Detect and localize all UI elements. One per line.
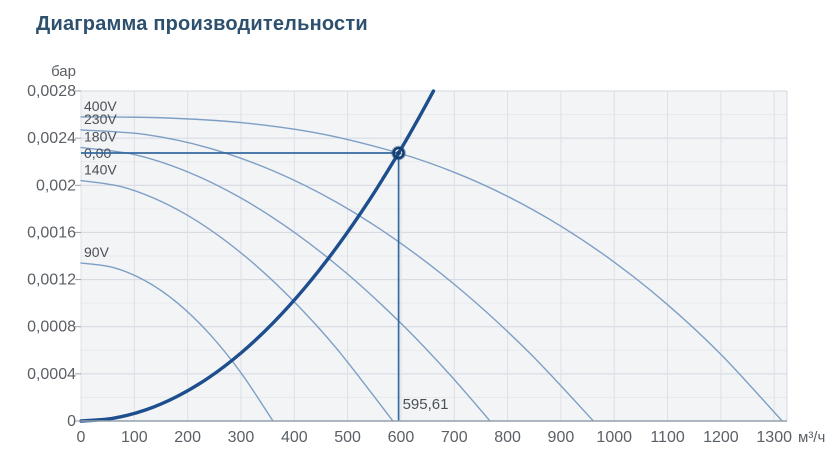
y-tick-label: 0,0024 — [27, 130, 76, 147]
y-tick-label: 0,002 — [36, 177, 76, 194]
x-tick-label: 800 — [494, 429, 521, 446]
operating-point-halo — [391, 145, 406, 161]
x-tick-label: 200 — [174, 429, 201, 446]
fan-curve-label-180V: 180V — [84, 129, 117, 145]
operating-point-flow-label: 595,61 — [403, 396, 449, 413]
fan-curve-label-400V: 400V — [84, 98, 117, 114]
y-axis-unit-label: бар — [51, 63, 76, 80]
x-tick-label: 900 — [548, 429, 575, 446]
x-tick-label: 1000 — [596, 429, 632, 446]
fan-curve-label-90V: 90V — [84, 244, 110, 260]
x-tick-label: 600 — [388, 429, 415, 446]
y-tick-label: 0,0012 — [27, 272, 76, 289]
x-tick-label: 1300 — [756, 429, 792, 446]
y-tick-label: 0,0016 — [27, 224, 76, 241]
page-title: Диаграмма производительности — [36, 13, 368, 35]
x-axis-unit-label: м³/ч — [798, 429, 825, 446]
fan-curve-label-140V: 140V — [84, 162, 117, 178]
x-tick-label: 500 — [334, 429, 361, 446]
y-tick-label: 0 — [67, 413, 76, 430]
x-tick-label: 1200 — [703, 429, 739, 446]
fan-curve-230V — [80, 129, 595, 422]
x-tick-label: 0 — [77, 429, 86, 446]
fan-curve-400V — [80, 116, 783, 422]
x-tick-label: 700 — [441, 429, 468, 446]
x-tick-label: 400 — [281, 429, 308, 446]
fan-curve-140V — [80, 179, 394, 422]
operating-point-marker — [392, 146, 405, 160]
fan-curve-180V — [80, 146, 491, 422]
x-tick-label: 100 — [121, 429, 148, 446]
fan-curve-label-230V: 230V — [84, 111, 117, 127]
operating-point-center — [396, 150, 401, 156]
fan-curve-90V — [80, 262, 274, 422]
x-tick-label: 1100 — [650, 429, 685, 446]
y-tick-label: 0,0004 — [27, 366, 76, 383]
y-tick-label: 0,0028 — [27, 83, 76, 100]
y-tick-label: 0,0008 — [27, 319, 76, 336]
x-tick-label: 300 — [228, 429, 255, 446]
